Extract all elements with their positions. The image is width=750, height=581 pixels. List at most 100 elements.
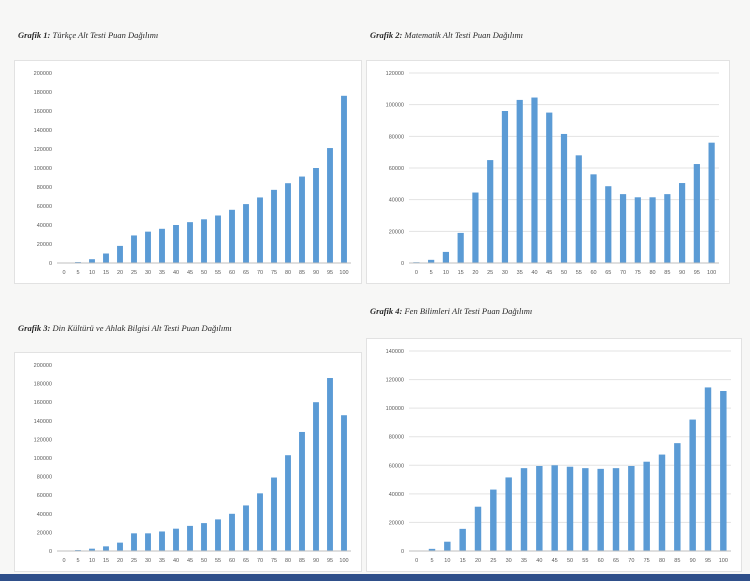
x-tick-label: 20	[117, 270, 123, 276]
y-tick-label: 180000	[34, 90, 52, 96]
bar	[428, 548, 436, 551]
x-tick-label: 20	[117, 558, 123, 564]
bar	[605, 186, 612, 263]
x-tick-label: 60	[590, 270, 596, 276]
bar	[229, 209, 235, 263]
x-tick-label: 50	[201, 270, 207, 276]
y-tick-label: 140000	[34, 128, 52, 134]
bar	[575, 155, 582, 263]
bar	[201, 219, 207, 263]
bar	[649, 197, 656, 263]
chart-2-svg: 0 20000 40000 60000 80000 100000 120000 0 5 10 15 2…	[386, 71, 719, 276]
x-tick-label: 50	[201, 558, 207, 564]
y-tick-label: 60000	[37, 204, 52, 210]
bar	[117, 542, 123, 551]
bar	[487, 160, 494, 263]
bar	[89, 259, 95, 263]
x-tick-label: 0	[62, 558, 65, 564]
y-tick-label: 100000	[386, 103, 404, 109]
x-tick-label: 40	[173, 558, 179, 564]
y-tick-label: 40000	[389, 198, 404, 204]
x-tick-label: 10	[444, 558, 450, 564]
bar	[546, 112, 553, 263]
y-tick-label: 100000	[34, 166, 52, 172]
x-tick-label: 55	[582, 558, 588, 564]
bar	[271, 477, 277, 551]
bar	[678, 183, 686, 263]
chart-1-caption: Grafik 1: Türkçe Alt Testi Puan Dağılımı	[18, 30, 158, 40]
bar	[490, 489, 497, 551]
x-tick-label: 70	[257, 558, 263, 564]
bar	[271, 189, 277, 263]
chart-4-caption-number: Grafik 4:	[370, 306, 403, 316]
bar	[187, 525, 193, 551]
x-tick-label: 35	[517, 270, 523, 276]
x-tick-label: 25	[487, 270, 493, 276]
x-tick-label: 65	[605, 270, 611, 276]
y-tick-label: 40000	[37, 223, 52, 229]
bar	[313, 402, 319, 551]
bar	[704, 387, 712, 551]
bar	[693, 164, 700, 263]
bar	[257, 493, 263, 551]
bar	[531, 97, 538, 263]
bar	[145, 533, 151, 551]
x-tick-label: 85	[664, 270, 670, 276]
bar	[341, 415, 347, 551]
x-tick-label: 30	[506, 558, 512, 564]
bar	[428, 259, 435, 263]
x-tick-label: 50	[561, 270, 567, 276]
x-tick-label: 15	[103, 270, 109, 276]
y-tick-label: 140000	[34, 419, 52, 425]
x-tick-label: 100	[339, 270, 348, 276]
bar	[560, 133, 568, 263]
x-tick-label: 95	[705, 558, 711, 564]
x-tick-label: 55	[215, 270, 221, 276]
chart-4-svg: 0 20000 40000 60000 80000 100000 120000 140000 0…	[386, 349, 731, 564]
y-tick-label: 160000	[34, 109, 52, 115]
x-tick-label: 10	[89, 270, 95, 276]
chart-4-panel: 0 20000 40000 60000 80000 100000 120000 140000 0…	[366, 338, 742, 572]
x-tick-label: 40	[173, 270, 179, 276]
chart-2-caption-text: Matematik Alt Testi Puan Dağılımı	[404, 30, 524, 40]
x-tick-label: 10	[443, 270, 449, 276]
x-tick-label: 45	[546, 270, 552, 276]
x-tick-label: 70	[257, 270, 263, 276]
x-tick-label: 35	[159, 270, 165, 276]
y-tick-label: 80000	[389, 435, 404, 441]
bar	[285, 183, 291, 263]
bar	[131, 533, 137, 551]
y-tick-label: 160000	[34, 400, 52, 406]
bar	[590, 174, 597, 263]
x-tick-label: 35	[159, 558, 165, 564]
x-tick-label: 20	[472, 270, 478, 276]
bar	[520, 468, 528, 551]
x-tick-label: 0	[415, 558, 418, 564]
chart-3-panel: 0 20000 40000 60000 80000 100000 120000 140000 1…	[14, 352, 362, 572]
bar	[582, 468, 589, 551]
x-tick-label: 30	[145, 558, 151, 564]
bar	[536, 466, 543, 551]
x-tick-label: 100	[707, 270, 716, 276]
y-tick-label: 60000	[37, 493, 52, 499]
x-tick-label: 65	[243, 270, 249, 276]
chart-1-svg: 0 20000 40000 60000 80000 100000 120000 140000 1…	[34, 71, 351, 276]
bar	[674, 443, 681, 551]
bar	[257, 197, 263, 263]
y-tick-label: 60000	[389, 166, 404, 172]
bar	[299, 431, 305, 551]
y-tick-label: 80000	[389, 134, 404, 140]
y-tick-label: 60000	[389, 463, 404, 469]
x-tick-label: 0	[415, 270, 418, 276]
chart-3-caption-number: Grafik 3:	[18, 323, 51, 333]
x-tick-label: 95	[327, 270, 333, 276]
x-tick-label: 25	[131, 558, 137, 564]
bar	[442, 251, 450, 263]
x-tick-label: 5	[430, 558, 433, 564]
y-tick-label: 100000	[34, 456, 52, 462]
bar	[664, 194, 671, 263]
x-tick-label: 100	[719, 558, 728, 564]
bar	[117, 245, 123, 263]
chart-4-caption: Grafik 4: Fen Bilimleri Alt Testi Puan D…	[370, 306, 532, 316]
chart-2-caption-number: Grafik 2:	[370, 30, 403, 40]
